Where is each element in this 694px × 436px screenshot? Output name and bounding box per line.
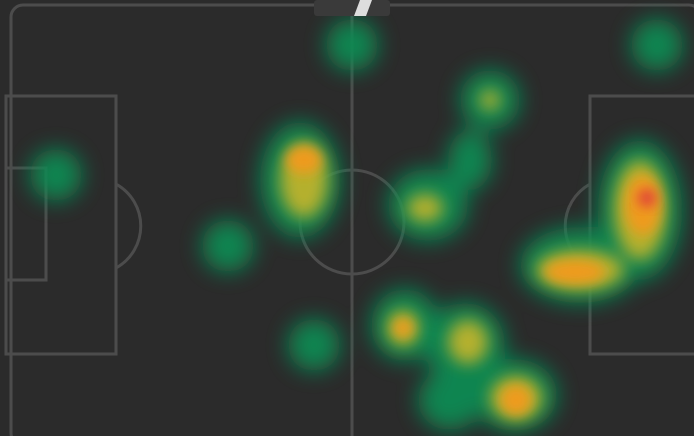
top-badge: [314, 0, 390, 16]
heat-red: [638, 189, 656, 207]
